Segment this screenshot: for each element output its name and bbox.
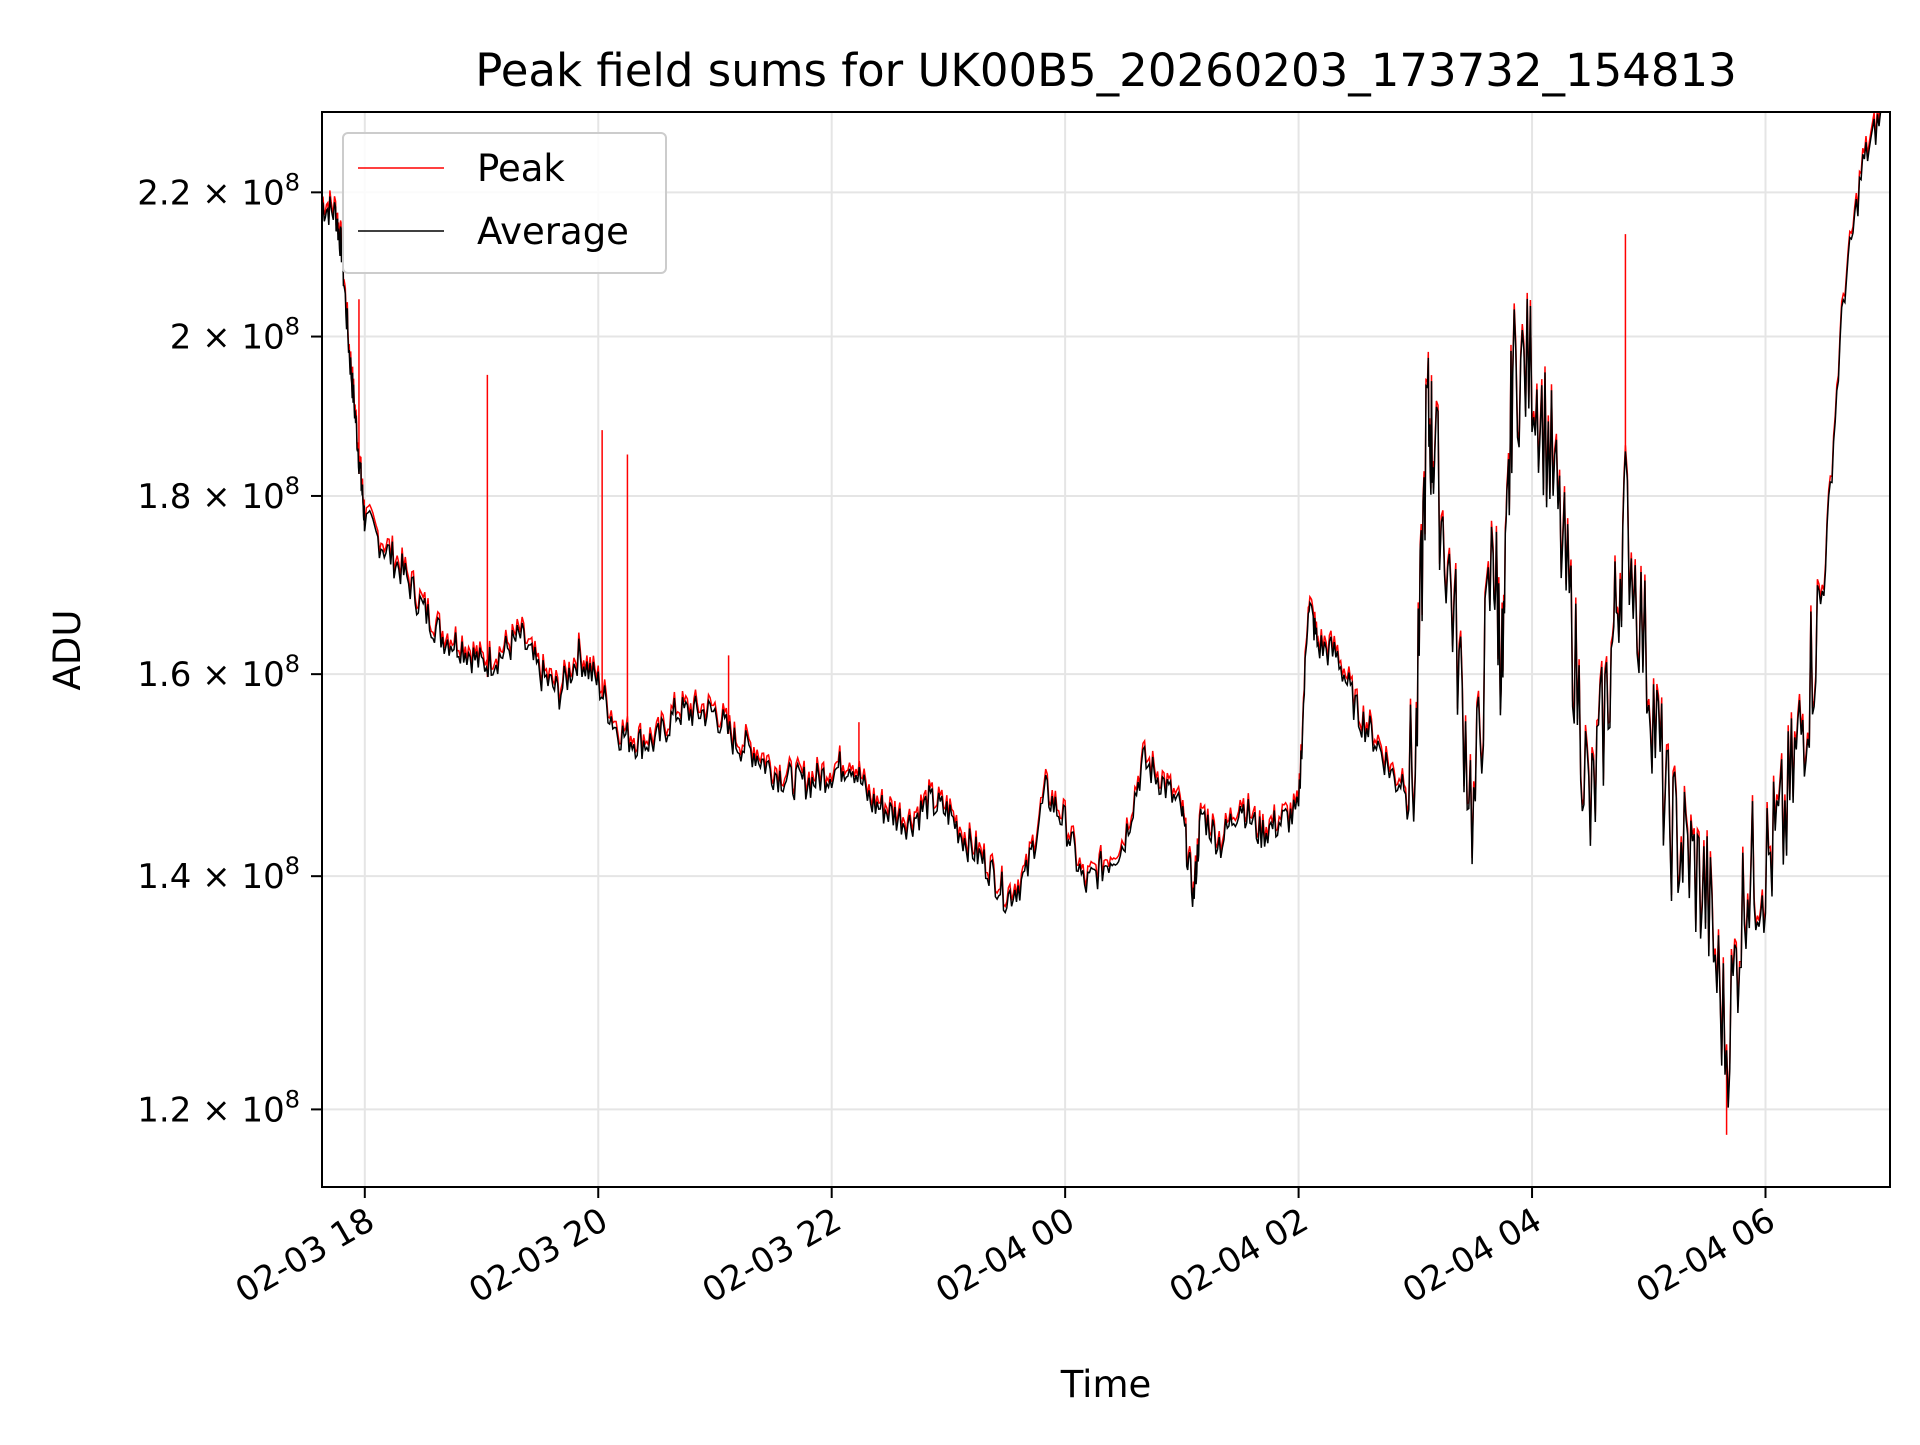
y-tick-label: 1.2 × 108 (137, 1085, 300, 1130)
y-axis-label: ADU (46, 610, 89, 691)
legend-label-peak: Peak (477, 147, 565, 190)
y-tick-label: 1.6 × 108 (137, 650, 300, 695)
legend: Peak Average (342, 132, 667, 274)
legend-label-average: Average (477, 210, 629, 253)
y-tick-label: 2 × 108 (170, 313, 300, 358)
series-average-line (322, 112, 1883, 1108)
y-tick-label: 1.8 × 108 (137, 472, 300, 517)
y-tick-label: 2.2 × 108 (137, 168, 300, 213)
y-axis: 1.2 × 108 1.4 × 108 1.6 × 108 1.8 × 108 2 × … (137, 168, 322, 1130)
grid (322, 112, 1890, 1187)
x-axis-label: Time (1060, 1363, 1152, 1406)
chart-title: Peak field sums for UK00B5_20260203_1737… (475, 44, 1737, 97)
plot-frame (321, 111, 1891, 1188)
y-tick-label: 1.4 × 108 (137, 852, 300, 897)
